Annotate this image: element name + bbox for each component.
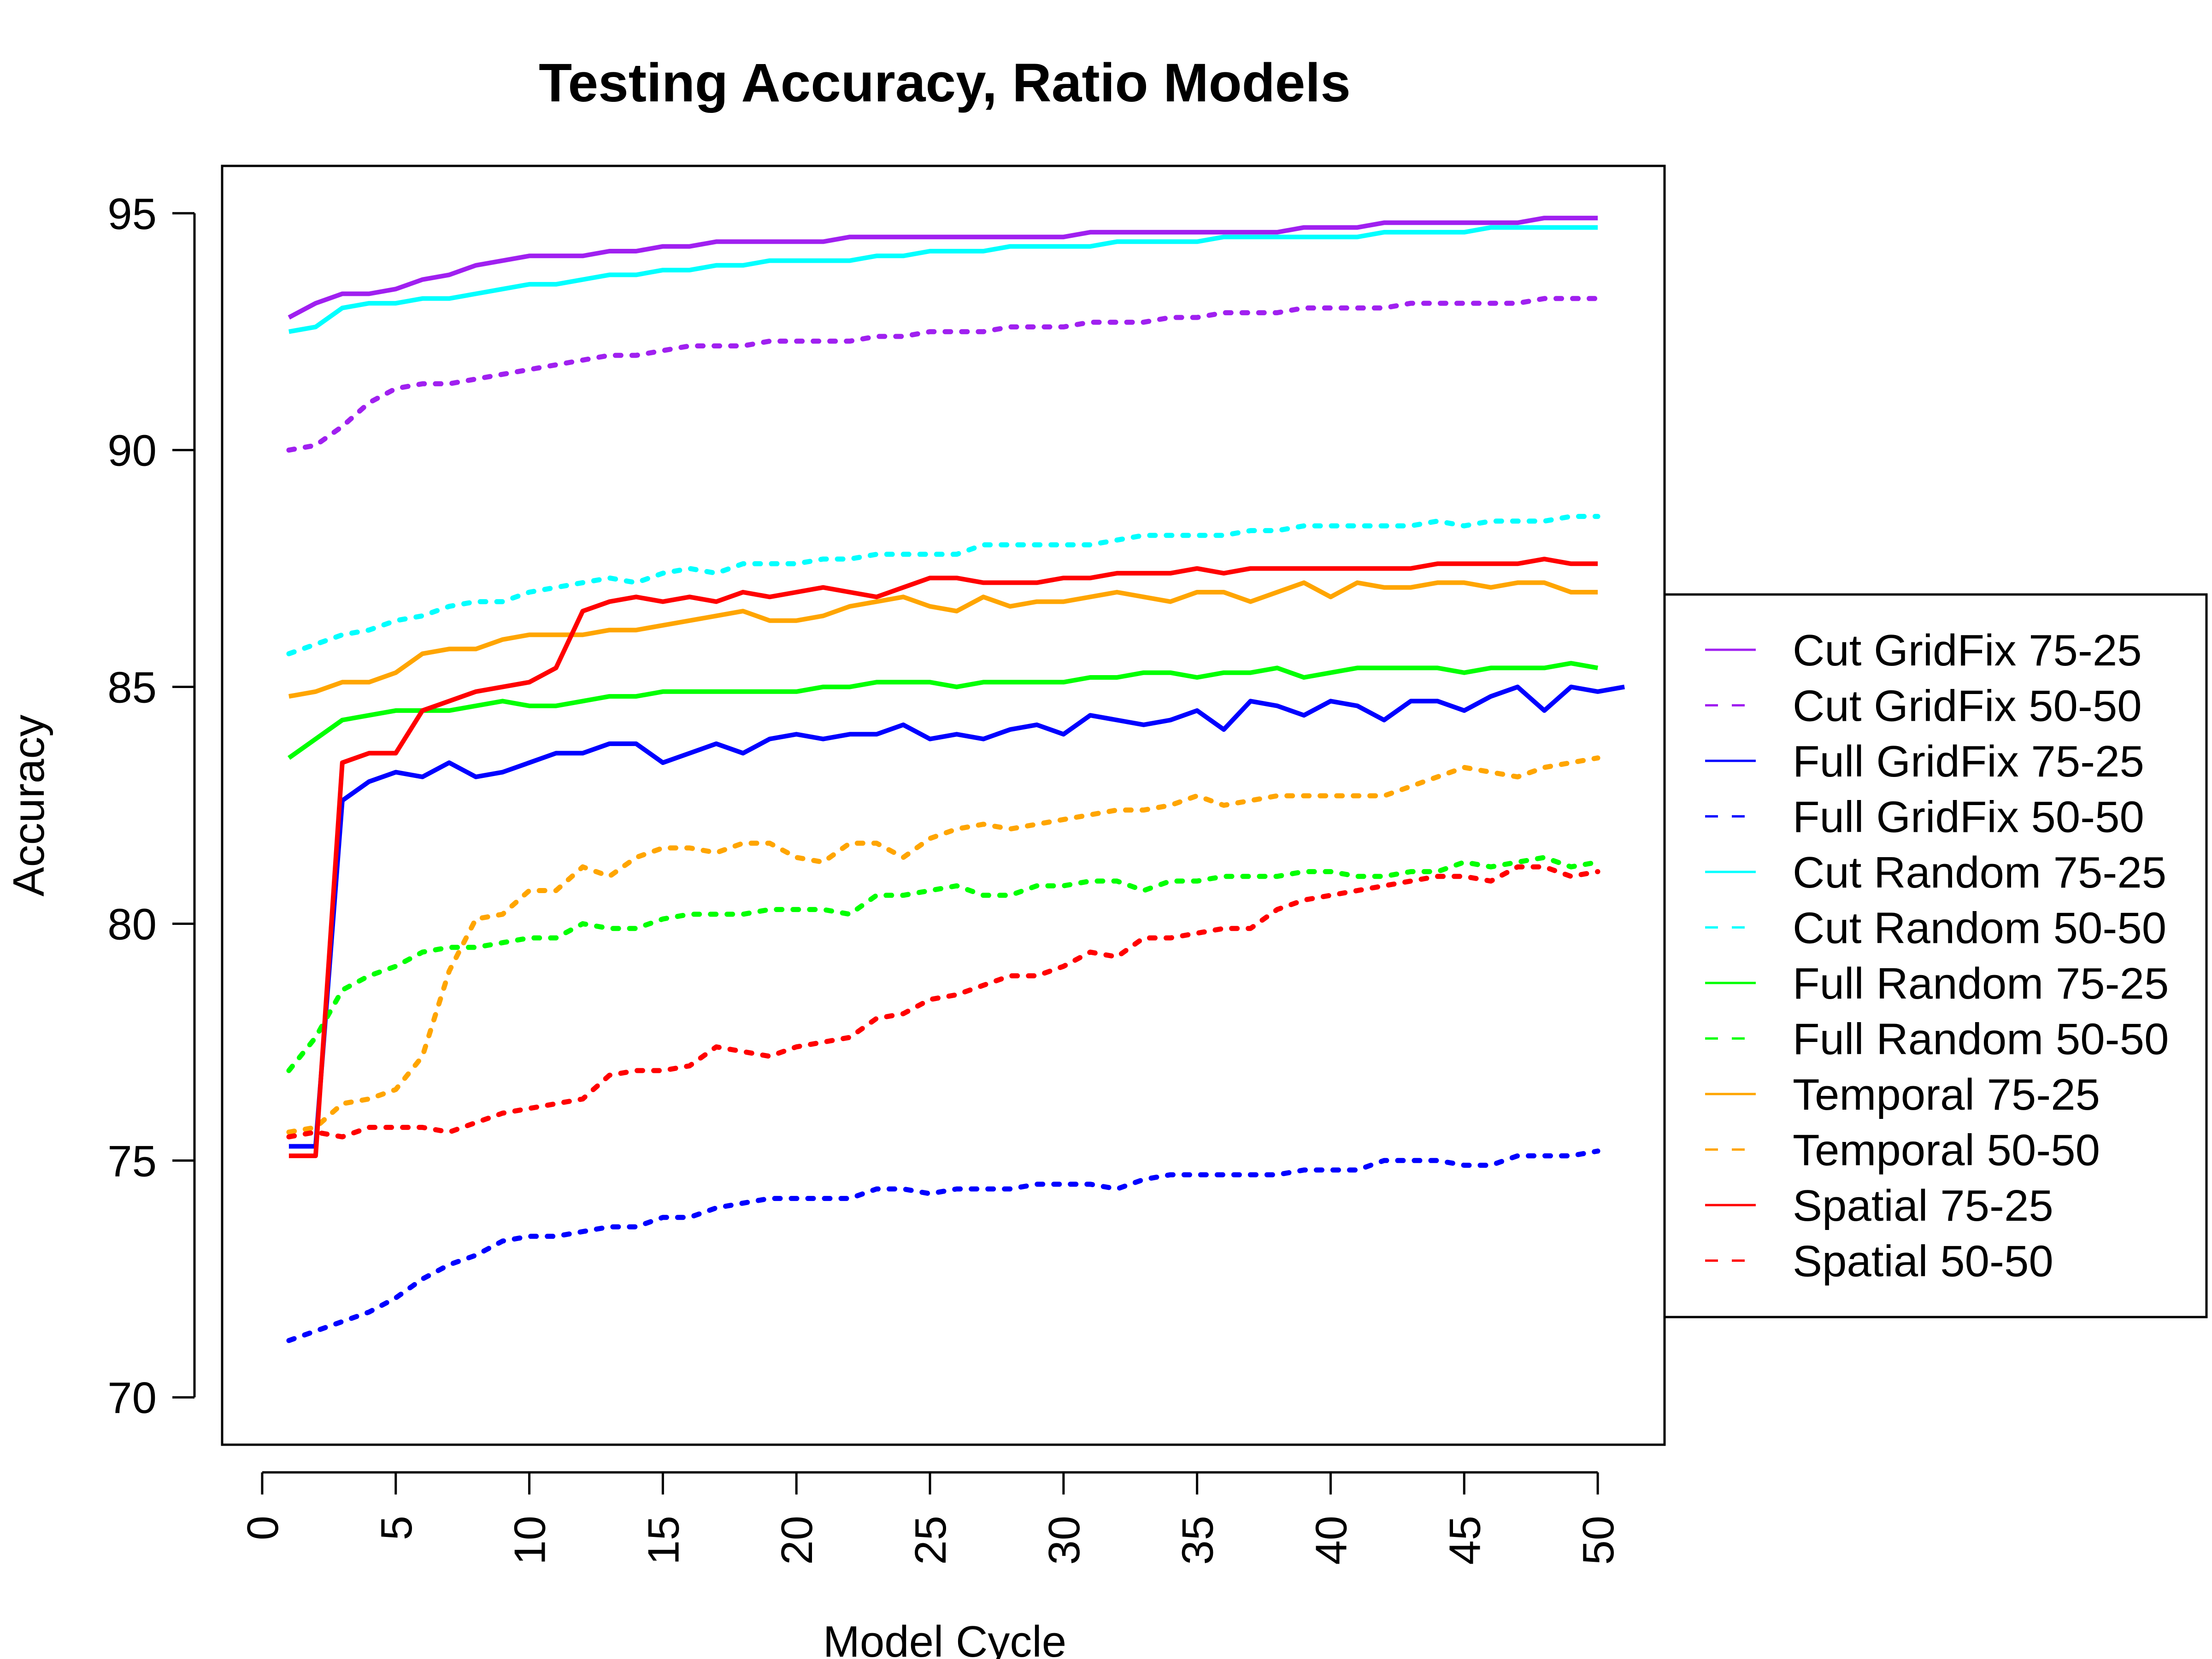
series-line-1 xyxy=(288,216,1598,320)
series-line-8 xyxy=(286,855,1600,1073)
legend-box xyxy=(1663,593,2208,1318)
y-axis: 70 75 80 85 90 95 xyxy=(107,189,196,1423)
series-line-2 xyxy=(286,296,1600,453)
legend-entry-label: Cut GridFix 75-25 xyxy=(1793,626,2142,675)
series-line-11 xyxy=(288,557,1598,1159)
x-tick-label: 20 xyxy=(772,1516,822,1565)
legend-entry-label: Temporal 75-25 xyxy=(1793,1070,2100,1119)
legend-items: Cut GridFix 75-25 Cut GridFix 50-50 Full G… xyxy=(1705,626,2169,1286)
x-tick-label: 5 xyxy=(372,1516,421,1540)
x-tick-label: 30 xyxy=(1040,1516,1089,1565)
series-line-9 xyxy=(288,580,1598,699)
legend-entry-label: Full GridFix 75-25 xyxy=(1793,737,2144,786)
x-tick-label: 45 xyxy=(1440,1516,1489,1565)
legend-entry-label: Spatial 75-25 xyxy=(1793,1181,2053,1230)
x-tick-label: 25 xyxy=(906,1516,955,1565)
series-line-7 xyxy=(288,661,1598,760)
y-axis-label: Accuracy xyxy=(4,715,53,897)
legend-entry-label: Cut Random 75-25 xyxy=(1793,848,2166,897)
x-axis: 0 5 10 15 20 25 30 35 40 45 50 xyxy=(238,1471,1623,1565)
x-tick-label: 15 xyxy=(639,1516,688,1565)
x-tick-label: 10 xyxy=(506,1516,555,1565)
y-tick-label: 70 xyxy=(107,1373,157,1423)
legend-entry-label: Cut GridFix 50-50 xyxy=(1793,682,2142,731)
x-axis-label: Model Cycle xyxy=(823,1617,1066,1659)
chart-title: Testing Accuracy, Ratio Models xyxy=(539,53,1351,113)
y-tick-label: 75 xyxy=(107,1136,157,1186)
series-line-12 xyxy=(286,864,1600,1140)
x-tick-label: 35 xyxy=(1173,1516,1223,1565)
series-layer xyxy=(286,216,1625,1343)
series-line-4 xyxy=(286,1148,1600,1343)
x-tick-label: 50 xyxy=(1574,1516,1623,1565)
x-tick-label: 0 xyxy=(238,1516,288,1540)
legend-entry-label: Full GridFix 50-50 xyxy=(1793,793,2144,842)
legend-entry-label: Cut Random 50-50 xyxy=(1793,904,2166,953)
y-tick-label: 90 xyxy=(107,426,157,476)
y-tick-label: 80 xyxy=(107,900,157,949)
legend-entry-label: Spatial 50-50 xyxy=(1793,1237,2053,1286)
series-line-3 xyxy=(288,684,1625,1149)
legend-entry-label: Full Random 75-25 xyxy=(1793,959,2169,1008)
x-tick-label: 40 xyxy=(1306,1516,1356,1565)
legend-entry-label: Full Random 50-50 xyxy=(1793,1015,2169,1064)
legend: Cut GridFix 75-25 Cut GridFix 50-50 Full G… xyxy=(1663,593,2208,1318)
y-tick-label: 85 xyxy=(107,663,157,712)
legend-entry-label: Temporal 50-50 xyxy=(1793,1126,2100,1175)
series-line-5 xyxy=(288,225,1598,334)
y-tick-label: 95 xyxy=(107,189,157,239)
series-line-6 xyxy=(286,514,1600,657)
